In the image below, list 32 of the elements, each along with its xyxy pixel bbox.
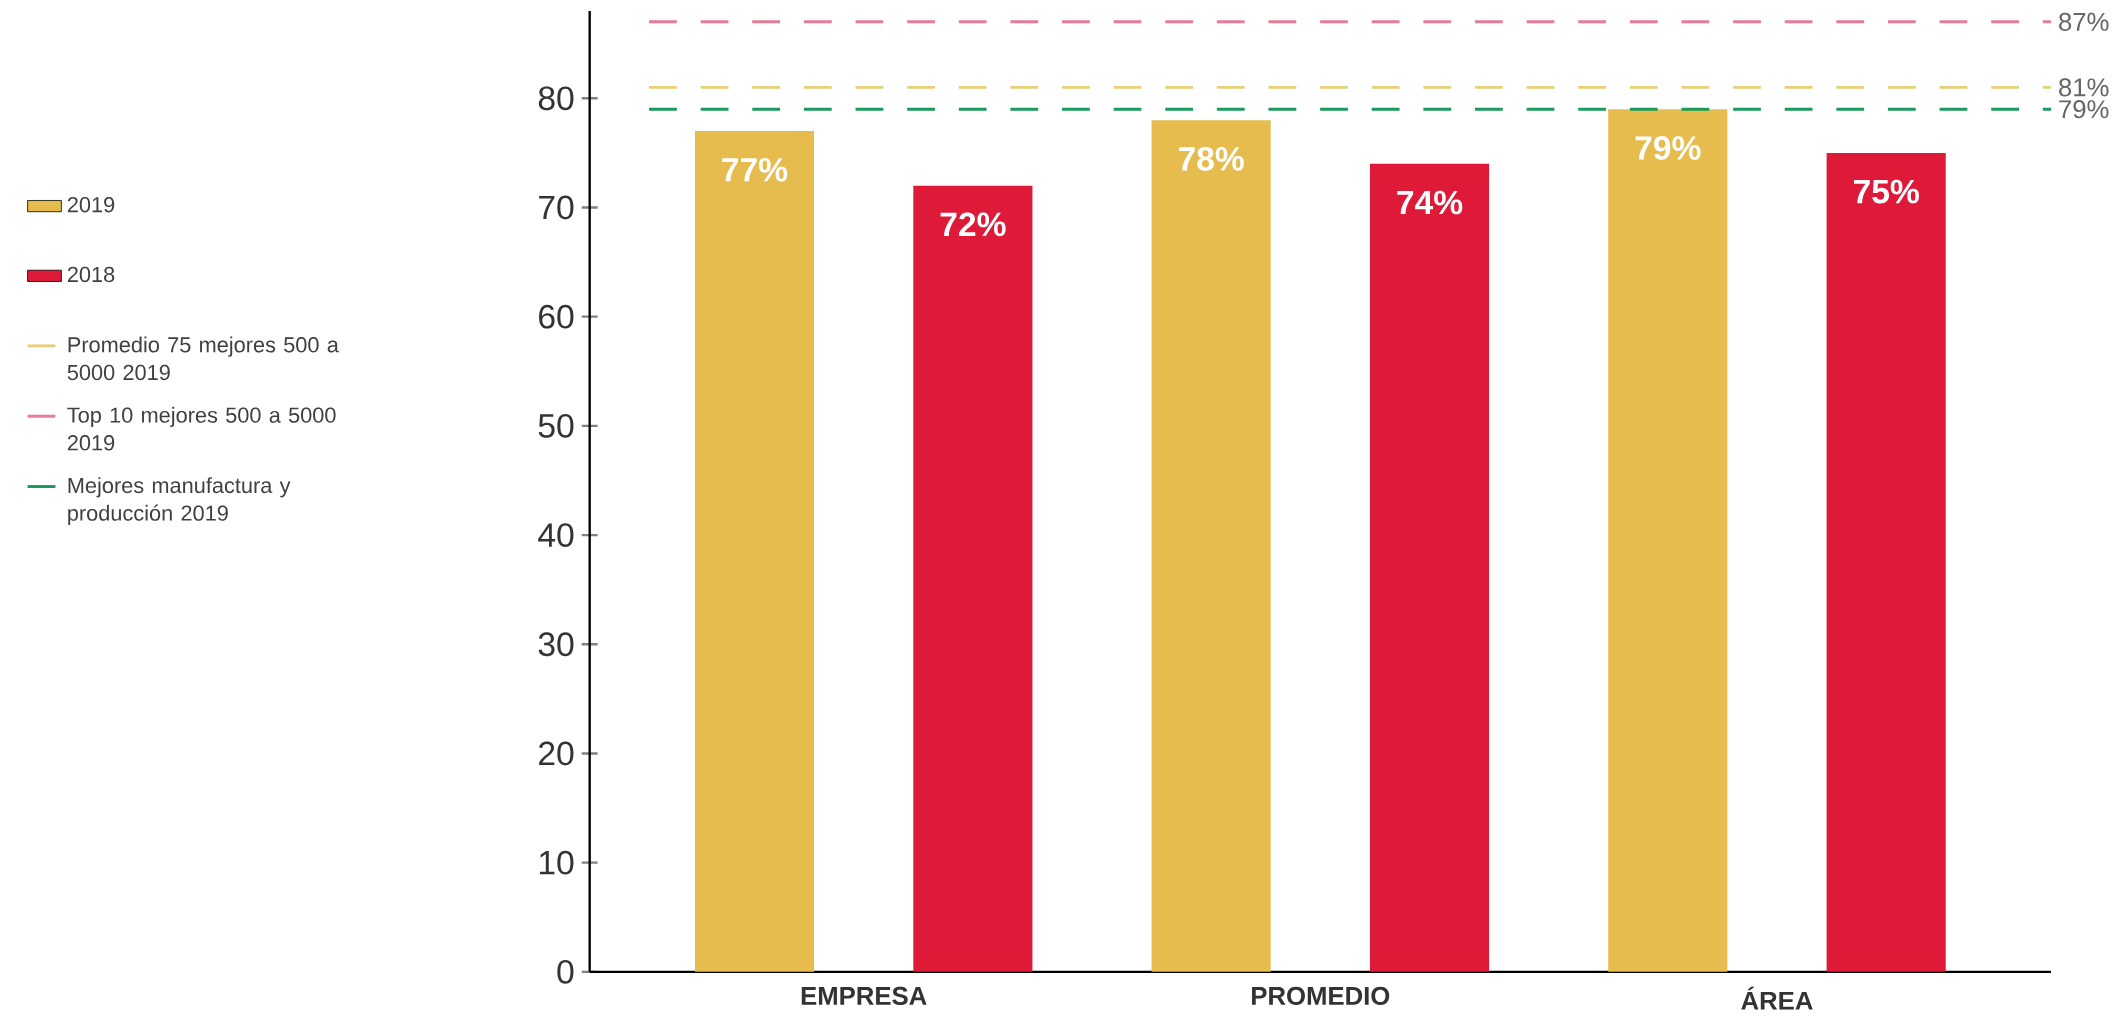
legend-label: 2019	[67, 196, 115, 213]
y-tick-label: 0	[557, 959, 574, 984]
data-label: 74%	[1397, 190, 1463, 215]
data-label: 79%	[1635, 135, 1701, 160]
y-tick-label: 50	[538, 413, 574, 438]
y-tick-label: 40	[538, 522, 574, 547]
bar	[694, 130, 815, 972]
legend-label: Mejores manufactura y producción 2019	[68, 476, 291, 525]
y-tick-label: 20	[539, 741, 574, 766]
legend-label: Top 10 mejores 500 a 5000 2019	[67, 406, 336, 451]
data-label: 78%	[1178, 146, 1244, 171]
y-tick-label: 60	[539, 304, 574, 329]
x-tick-label: PROMEDIO	[1252, 986, 1390, 1005]
text: 87%	[2059, 12, 2109, 31]
y-tick-label: 10	[539, 850, 574, 875]
x-tick-label: EMPRESA	[801, 986, 927, 1005]
data-label: 72%	[940, 212, 1006, 237]
bar	[1369, 163, 1490, 972]
bar	[1608, 109, 1728, 972]
data-label: 77%	[722, 157, 788, 182]
legend-label: 2018	[67, 266, 115, 282]
y-tick-label: 70	[539, 195, 574, 220]
y-tick-label: 30	[538, 632, 574, 656]
x-tick-label: ÁREA	[1741, 986, 1813, 1010]
bar	[1151, 119, 1271, 972]
data-label: 75%	[1853, 179, 1919, 204]
bar	[913, 185, 1033, 972]
bar	[1826, 152, 1946, 972]
text: 79%	[2059, 99, 2109, 119]
text: 81%	[2059, 78, 2109, 97]
y-tick-label: 80	[538, 86, 574, 110]
legend-label: Promedio 75 mejores 500 a 5000 2019	[67, 336, 339, 380]
